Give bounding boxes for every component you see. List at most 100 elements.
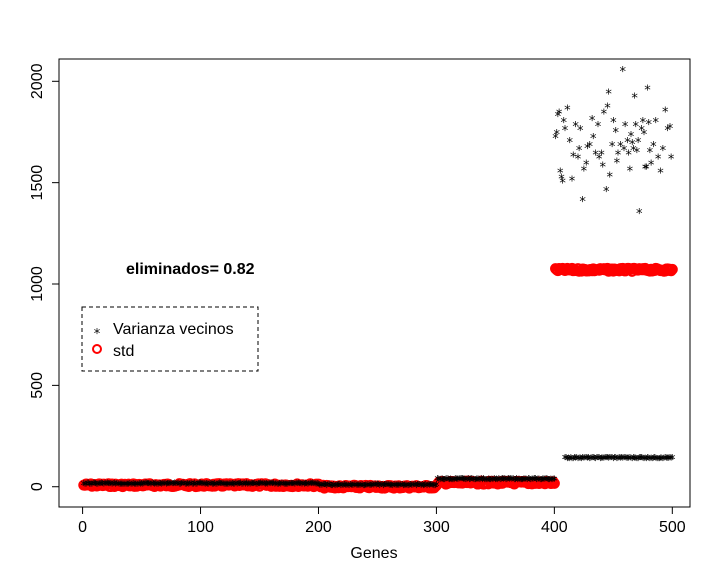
x-axis-label: Genes [350, 545, 397, 562]
varianza-point: * [583, 453, 590, 468]
varianza-point: * [129, 480, 136, 495]
varianza-point: * [294, 479, 301, 494]
varianza-point: * [404, 481, 411, 496]
varianza-point: * [128, 479, 135, 494]
varianza-point: * [248, 479, 255, 494]
varianza-point: * [563, 453, 570, 468]
varianza-point: * [428, 480, 435, 495]
varianza-point: * [485, 475, 492, 490]
varianza-point: * [97, 479, 104, 494]
varianza-point: * [592, 454, 599, 469]
varianza-point: * [144, 479, 151, 494]
varianza-point: * [598, 148, 605, 163]
varianza-point: * [272, 479, 279, 494]
varianza-point: * [130, 479, 137, 494]
varianza-point: * [566, 454, 573, 469]
varianza-point: * [597, 454, 604, 469]
varianza-point: * [391, 480, 398, 495]
varianza-point: * [497, 475, 504, 490]
varianza-point: * [464, 475, 471, 490]
varianza-point: * [503, 475, 510, 490]
varianza-point: * [578, 454, 585, 469]
varianza-point: * [93, 479, 100, 494]
varianza-point: * [641, 454, 648, 469]
varianza-vecinos-series: ****************************************… [81, 65, 677, 496]
varianza-point: * [184, 479, 191, 494]
varianza-point: * [636, 453, 643, 468]
varianza-point: * [92, 479, 99, 494]
varianza-point: * [612, 453, 619, 468]
varianza-point: * [423, 480, 430, 495]
varianza-point: * [486, 475, 493, 490]
legend-label-varianza: Varianza vecinos [113, 321, 234, 338]
varianza-point: * [344, 480, 351, 495]
varianza-point: * [227, 479, 234, 494]
varianza-point: * [434, 474, 441, 489]
varianza-point: * [211, 479, 218, 494]
varianza-point: * [183, 480, 190, 495]
varianza-point: * [191, 479, 198, 494]
varianza-point: * [556, 108, 563, 123]
varianza-point: * [354, 481, 361, 496]
varianza-point: * [630, 453, 637, 468]
varianza-point: * [582, 453, 589, 468]
varianza-point: * [505, 474, 512, 489]
varianza-point: * [550, 475, 557, 490]
varianza-point: * [630, 144, 637, 159]
varianza-point: * [636, 207, 643, 222]
varianza-point: * [329, 481, 336, 496]
varianza-point: * [131, 479, 138, 494]
varianza-point: * [453, 475, 460, 490]
varianza-point: * [90, 479, 97, 494]
varianza-point: * [398, 480, 405, 495]
varianza-point: * [586, 140, 593, 155]
varianza-point: * [460, 474, 467, 489]
varianza-point: * [314, 479, 321, 494]
varianza-point: * [266, 479, 273, 494]
varianza-point: * [545, 475, 552, 490]
varianza-point: * [586, 454, 593, 469]
y-tick-label: 2000 [29, 63, 46, 99]
varianza-point: * [346, 481, 353, 496]
varianza-point: * [432, 481, 439, 496]
varianza-point: * [187, 479, 194, 494]
varianza-point: * [651, 453, 658, 468]
varianza-point: * [487, 475, 494, 490]
varianza-point: * [180, 479, 187, 494]
varianza-point: * [241, 479, 248, 494]
varianza-point: * [660, 454, 667, 469]
varianza-point: * [103, 479, 110, 494]
varianza-point: * [637, 453, 644, 468]
varianza-point: * [533, 475, 540, 490]
varianza-point: * [237, 479, 244, 494]
varianza-point: * [89, 479, 96, 494]
varianza-point: * [590, 453, 597, 468]
varianza-point: * [259, 479, 266, 494]
varianza-point: * [420, 481, 427, 496]
varianza-point: * [286, 479, 293, 494]
varianza-point: * [372, 480, 379, 495]
varianza-point: * [83, 479, 90, 494]
varianza-point: * [81, 479, 88, 494]
varianza-point: * [109, 480, 116, 495]
varianza-point: * [525, 474, 532, 489]
varianza-point: * [98, 479, 105, 494]
varianza-point: * [628, 453, 635, 468]
varianza-point: * [268, 479, 275, 494]
varianza-point: * [84, 479, 91, 494]
varianza-point: * [302, 479, 309, 494]
varianza-point: * [647, 146, 654, 161]
varianza-point: * [219, 479, 226, 494]
varianza-point: * [101, 479, 108, 494]
varianza-point: * [489, 474, 496, 489]
varianza-point: * [644, 83, 651, 98]
varianza-point: * [246, 479, 253, 494]
x-tick-label: 400 [541, 519, 568, 536]
varianza-point: * [668, 152, 675, 167]
varianza-point: * [588, 453, 595, 468]
varianza-point: * [478, 474, 485, 489]
varianza-point: * [190, 479, 197, 494]
varianza-point: * [562, 453, 569, 468]
varianza-point: * [357, 480, 364, 495]
varianza-point: * [223, 480, 230, 495]
